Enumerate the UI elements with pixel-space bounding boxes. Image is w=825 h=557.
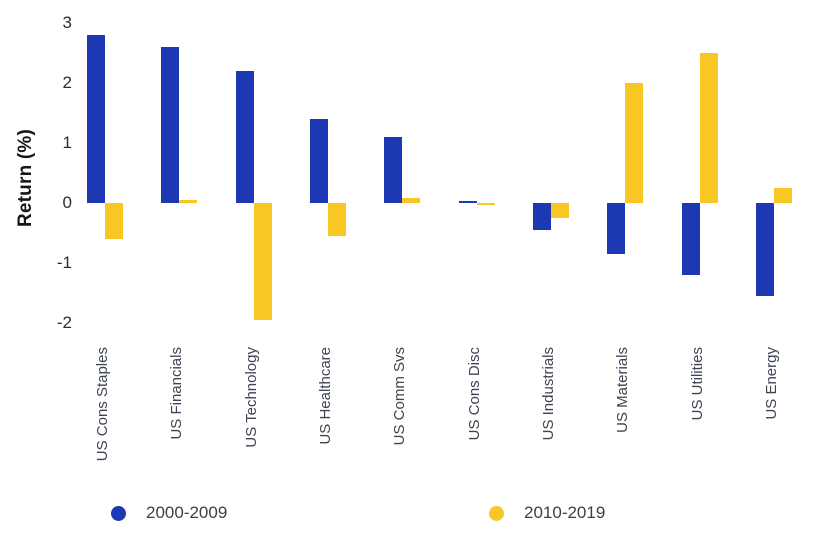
x-label-us-comm-svs: US Comm Svs [391, 347, 408, 446]
y-tick-3: 3 [62, 13, 72, 32]
legend-item-2000-2009: 2000-2009 [111, 502, 227, 524]
x-label-us-healthcare: US Healthcare [317, 347, 334, 445]
bar-2000-2009-us-financials [161, 47, 179, 203]
bar-2000-2009-us-comm-svs [384, 137, 402, 203]
legend-label-2010-2019: 2010-2019 [524, 503, 606, 522]
bar-2010-2019-us-materials [625, 83, 643, 203]
bar-2000-2009-us-materials [607, 203, 625, 254]
bar-2010-2019-us-technology [254, 203, 272, 320]
x-label-us-utilities: US Utilities [689, 347, 706, 421]
x-label-us-technology: US Technology [243, 347, 260, 448]
legend-item-2010-2019: 2010-2019 [489, 502, 605, 524]
bar-2010-2019-us-cons-staples [105, 203, 123, 239]
bar-2000-2009-us-industrials [533, 203, 551, 230]
y-tick-2: 2 [62, 73, 72, 92]
x-label-us-financials: US Financials [168, 347, 185, 440]
bar-2000-2009-us-technology [236, 71, 254, 203]
x-label-us-energy: US Energy [763, 347, 780, 420]
legend-swatch-2010-2019-icon [489, 505, 504, 521]
x-label-us-cons-disc: US Cons Disc [466, 347, 483, 441]
bar-2010-2019-us-financials [179, 200, 197, 203]
bar-2000-2009-us-utilities [682, 203, 700, 275]
bar-2000-2009-us-cons-staples [87, 35, 105, 203]
bar-2010-2019-us-healthcare [328, 203, 346, 236]
legend-label-2000-2009: 2000-2009 [146, 503, 228, 522]
bar-2000-2009-us-energy [756, 203, 774, 296]
y-tick-1: 1 [62, 133, 72, 152]
x-label-us-materials: US Materials [614, 347, 631, 433]
bar-2010-2019-us-comm-svs [402, 198, 420, 203]
bar-2010-2019-us-energy [774, 188, 792, 203]
y-tick--1: -1 [56, 253, 72, 272]
bar-2010-2019-us-utilities [700, 53, 718, 203]
bar-2010-2019-us-industrials [551, 203, 569, 218]
bar-2000-2009-us-healthcare [310, 119, 328, 203]
y-tick--2: -2 [56, 313, 72, 332]
bar-2010-2019-us-cons-disc [477, 203, 495, 205]
y-tick-0: 0 [62, 193, 72, 212]
x-label-us-industrials: US Industrials [540, 347, 557, 441]
legend-swatch-2000-2009-icon [111, 505, 126, 521]
x-label-us-cons-staples: US Cons Staples [94, 347, 111, 462]
bar-2000-2009-us-cons-disc [459, 201, 477, 203]
